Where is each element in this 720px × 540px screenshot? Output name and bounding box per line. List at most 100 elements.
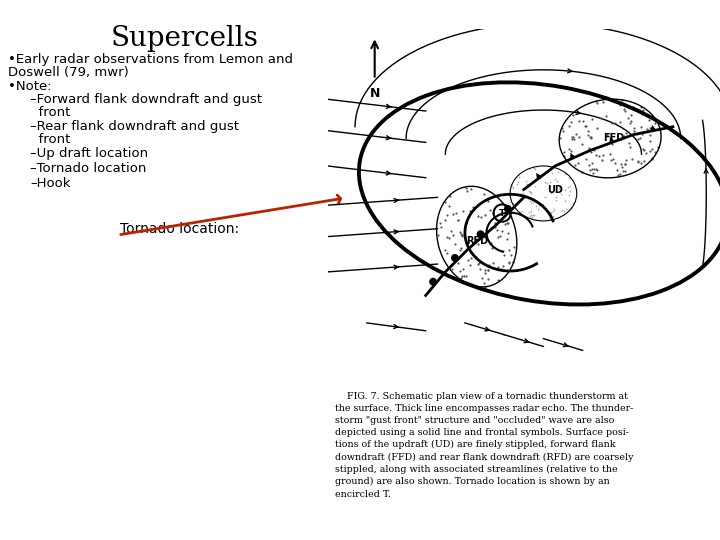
Point [486,244,498,253]
Point [577,167,588,176]
Point [482,228,493,237]
Text: –Tornado location: –Tornado location [30,162,146,175]
Point [464,206,475,215]
Point [472,212,484,220]
Point [547,212,559,221]
Polygon shape [650,125,656,131]
Point [521,180,533,189]
Point [477,233,488,242]
Point [482,194,493,203]
Point [523,187,534,195]
Point [456,230,467,238]
Point [556,206,567,214]
Point [456,230,468,239]
Point [527,198,539,206]
Point [457,207,469,216]
Point [586,165,598,173]
Point [451,209,462,218]
Point [592,99,603,107]
Point [582,131,593,139]
Point [492,276,504,285]
Point [456,272,468,281]
Point [632,134,644,143]
Point [460,184,472,193]
Point [644,147,656,156]
Point [564,174,575,183]
Point [461,186,472,195]
Point [513,198,524,207]
Point [606,156,617,164]
Point [620,107,631,116]
Point [618,105,629,113]
Point [518,188,529,197]
Point [505,188,516,197]
Point [467,203,479,212]
Point [557,127,569,136]
Point [483,225,495,234]
Point [580,122,591,130]
Circle shape [504,205,512,213]
Point [444,192,456,200]
Point [544,178,556,186]
Point [646,154,657,163]
Point [563,145,575,153]
Point [449,240,461,248]
Point [480,282,491,291]
Point [559,170,570,178]
Point [500,220,511,228]
Point [643,115,654,124]
Point [489,218,500,227]
Point [529,164,541,173]
Point [585,133,597,142]
Point [452,216,464,225]
Point [646,154,657,163]
Point [455,244,467,253]
Point [549,175,561,184]
Point [539,193,551,202]
Point [541,179,552,187]
Circle shape [451,254,459,262]
Point [636,106,648,114]
Point [644,131,656,140]
Point [596,156,608,165]
Point [559,197,571,206]
Polygon shape [570,153,575,159]
Point [482,275,494,284]
Text: UD: UD [547,185,563,194]
Point [482,197,494,205]
Point [523,197,535,205]
Point [634,134,646,143]
Point [458,277,469,286]
Point [556,190,567,198]
Point [545,209,557,218]
Point [647,144,658,153]
Point [452,215,464,224]
Point [514,190,526,198]
Point [474,265,486,273]
Point [552,177,563,185]
Point [479,211,490,220]
Point [573,117,585,125]
Point [513,172,525,181]
Point [583,145,595,153]
Point [498,251,510,260]
Point [600,112,611,120]
Point [533,200,544,209]
Point [566,134,577,143]
Point [616,160,627,168]
Point [505,212,517,221]
Point [525,188,536,197]
Point [492,263,504,272]
Point [503,258,515,267]
Point [526,211,537,219]
Point [560,205,572,213]
Point [626,155,637,164]
Point [506,181,518,190]
Point [649,119,660,127]
Point [462,255,474,264]
Point [527,211,539,219]
Point [511,180,523,189]
Point [465,185,477,193]
Point [532,204,544,213]
Point [624,118,636,127]
